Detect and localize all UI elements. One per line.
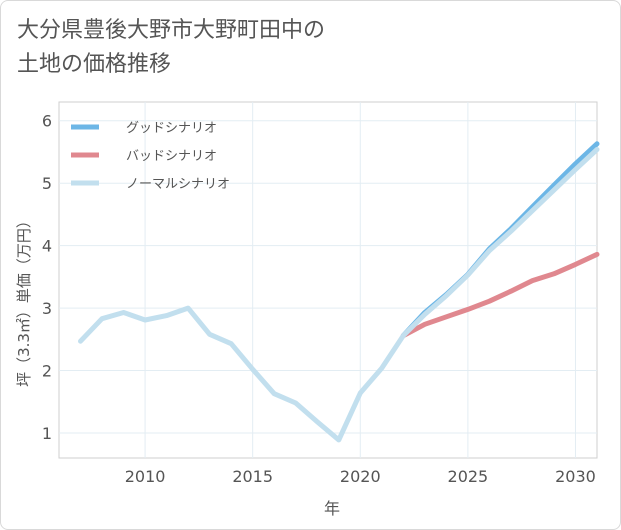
- series-lines: [78, 141, 600, 443]
- y-tick-label: 4: [42, 237, 52, 256]
- chart-title-line-2: 土地の価格推移: [17, 52, 172, 77]
- x-tick-label: 2020: [340, 467, 381, 486]
- legend-label: グッドシナリオ: [126, 121, 217, 136]
- legend-label: ノーマルシナリオ: [126, 177, 230, 192]
- tick-labels: 2010 2015 2020 2025 2030 1 2 3 4 5 6: [42, 112, 596, 486]
- series-line-3: [78, 147, 600, 443]
- y-tick-label: 2: [42, 362, 52, 381]
- x-tick-label: 2030: [555, 467, 596, 486]
- y-tick-label: 3: [42, 299, 52, 318]
- chart-title: 大分県豊後大野市大野町田中の 土地の価格推移: [17, 14, 325, 82]
- chart-title-line-1: 大分県豊後大野市大野町田中の: [17, 18, 326, 43]
- x-tick-label: 2025: [448, 467, 489, 486]
- y-axis-label: 坪（3.3㎡）単価（万円）: [15, 213, 33, 387]
- x-tick-label: 2010: [125, 467, 166, 486]
- x-axis-label: 年: [324, 499, 340, 518]
- y-tick-label: 6: [42, 112, 52, 131]
- y-tick-label: 5: [42, 174, 52, 193]
- x-tick-label: 2015: [232, 467, 273, 486]
- legend-label: バッドシナリオ: [126, 149, 217, 164]
- series-line-2: [400, 251, 600, 339]
- y-tick-label: 1: [42, 424, 52, 443]
- plot-area: [58, 101, 598, 459]
